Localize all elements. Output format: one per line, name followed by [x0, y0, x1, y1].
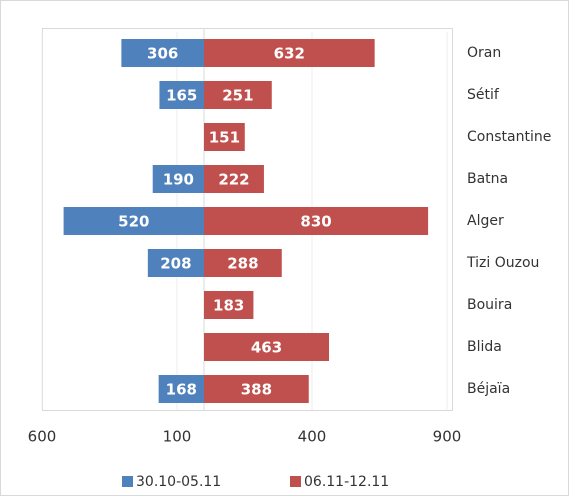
bar — [204, 39, 375, 67]
bar — [204, 249, 282, 277]
bar — [204, 165, 264, 193]
x-tick-label: 100 — [163, 428, 192, 446]
value-label: 632 — [274, 45, 305, 63]
value-label: 190 — [163, 171, 194, 189]
value-label: 251 — [222, 87, 253, 105]
bar — [159, 81, 204, 109]
bar — [63, 207, 204, 235]
value-label: 151 — [209, 129, 240, 147]
bar — [158, 375, 204, 403]
bar — [204, 207, 429, 235]
value-label: 183 — [213, 297, 244, 315]
value-label: 288 — [227, 255, 258, 273]
bar — [152, 165, 204, 193]
legend-swatch — [122, 476, 133, 487]
bar — [147, 249, 204, 277]
category-label: Oran — [467, 45, 501, 61]
legend-label: 30.10-05.11 — [136, 474, 221, 490]
bar — [204, 81, 272, 109]
category-label: Alger — [467, 213, 504, 229]
value-label: 306 — [147, 45, 178, 63]
category-label: Tizi Ouzou — [466, 255, 539, 271]
legend-swatch — [290, 476, 301, 487]
value-label: 165 — [166, 87, 197, 105]
category-label: Batna — [467, 171, 508, 187]
value-label: 168 — [166, 381, 197, 399]
value-label: 520 — [118, 213, 149, 231]
category-label: Béjaïa — [467, 381, 510, 397]
bar — [204, 375, 309, 403]
category-label: Sétif — [467, 87, 500, 103]
bar — [204, 291, 254, 319]
category-label: Blida — [467, 339, 502, 355]
value-label: 830 — [300, 213, 331, 231]
legend-label: 06.11-12.11 — [304, 474, 389, 490]
x-tick-label: 900 — [433, 428, 462, 446]
category-label: Constantine — [467, 129, 551, 145]
bar — [204, 333, 330, 361]
bar — [121, 39, 204, 67]
value-label: 463 — [251, 339, 282, 357]
x-tick-label: 600 — [28, 428, 57, 446]
value-label: 222 — [218, 171, 249, 189]
value-label: 388 — [241, 381, 272, 399]
bar — [204, 123, 245, 151]
x-tick-label: 400 — [298, 428, 327, 446]
value-label: 208 — [160, 255, 191, 273]
category-label: Bouira — [467, 297, 512, 313]
